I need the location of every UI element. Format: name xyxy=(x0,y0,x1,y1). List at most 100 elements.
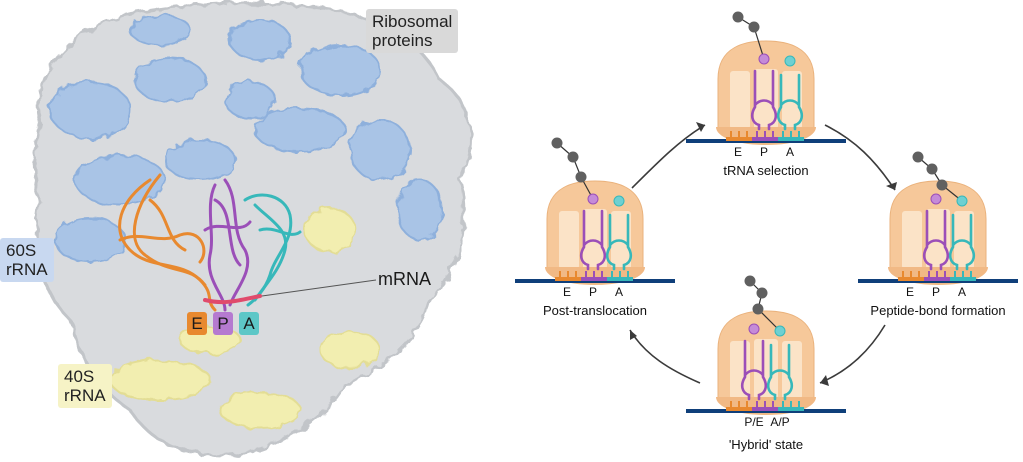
codon-1 xyxy=(581,277,607,281)
site-label: E xyxy=(555,285,579,299)
codon-1 xyxy=(752,137,778,141)
a-amino-acid xyxy=(785,56,795,66)
ribosome-state-4 xyxy=(515,138,675,286)
ribosomal-proteins-text: Ribosomal proteins xyxy=(372,12,452,50)
p-amino-acid xyxy=(931,194,941,204)
site-label: E xyxy=(898,285,922,299)
amino-acid xyxy=(927,164,938,175)
site-label: P xyxy=(924,285,948,299)
rrna-60s-text: 60S rRNA xyxy=(6,241,48,279)
amino-acid xyxy=(753,304,764,315)
codon-0 xyxy=(555,277,581,281)
ribosome-state-3 xyxy=(686,276,846,416)
e-slot xyxy=(559,211,579,269)
codon-tick xyxy=(738,131,740,137)
codon-2 xyxy=(778,407,804,411)
mrna-label: mRNA xyxy=(378,270,431,289)
a-site-tag: A xyxy=(239,312,259,335)
codon-tick xyxy=(944,271,946,277)
codon-tick xyxy=(746,401,748,407)
ribosomal-proteins-label: Ribosomal proteins xyxy=(366,9,458,53)
codon-tick xyxy=(559,271,561,277)
arrow-selection-to-peptide xyxy=(825,125,895,190)
amino-acid xyxy=(568,152,579,163)
site-label: A xyxy=(950,285,974,299)
p-amino-acid xyxy=(588,194,598,204)
amino-acid xyxy=(552,138,563,149)
codon-tick xyxy=(910,271,912,277)
codon-tick xyxy=(970,271,972,277)
amino-acid xyxy=(757,288,768,299)
codon-tick xyxy=(764,131,766,137)
arrow-peptide-to-hybrid xyxy=(820,325,885,383)
codon-tick xyxy=(798,401,800,407)
state-caption: Post-translocation xyxy=(505,303,685,318)
cycle-states xyxy=(515,12,1018,416)
p-site-tag: P xyxy=(213,312,233,335)
site-label: P/E xyxy=(742,415,766,429)
e-slot xyxy=(902,211,922,269)
codon-2 xyxy=(950,277,976,281)
site-label: A xyxy=(607,285,631,299)
codon-tick xyxy=(601,271,603,277)
codon-0 xyxy=(898,277,924,281)
rrna-40s-label: 40S rRNA xyxy=(58,364,112,408)
codon-tick xyxy=(798,131,800,137)
state-caption: tRNA selection xyxy=(676,163,856,178)
rrna-60s-label: 60S rRNA xyxy=(0,238,54,282)
a-amino-acid xyxy=(957,196,967,206)
site-label: A xyxy=(778,145,802,159)
codon-tick xyxy=(936,271,938,277)
codon-tick xyxy=(619,271,621,277)
codon-tick xyxy=(593,271,595,277)
e-slot xyxy=(730,341,750,399)
e-site-tag: E xyxy=(187,312,207,335)
amino-acid xyxy=(576,172,587,183)
codon-tick xyxy=(790,401,792,407)
amino-acid xyxy=(937,180,948,191)
codon-tick xyxy=(764,401,766,407)
codon-tick xyxy=(611,271,613,277)
codon-tick xyxy=(790,131,792,137)
site-label: A/P xyxy=(768,415,792,429)
codon-tick xyxy=(962,271,964,277)
p-amino-acid xyxy=(759,54,769,64)
state-caption: Peptide-bond formation xyxy=(848,303,1023,318)
amino-acid xyxy=(749,22,760,33)
codon-tick xyxy=(928,271,930,277)
codon-tick xyxy=(782,401,784,407)
codon-tick xyxy=(918,271,920,277)
codon-1 xyxy=(924,277,950,281)
amino-acid xyxy=(733,12,744,23)
codon-tick xyxy=(575,271,577,277)
codon-1 xyxy=(752,407,778,411)
codon-tick xyxy=(585,271,587,277)
codon-tick xyxy=(772,401,774,407)
arrow-post-to-selection xyxy=(632,125,705,188)
a-amino-acid xyxy=(614,196,624,206)
e-slot xyxy=(730,71,750,129)
site-label: E xyxy=(726,145,750,159)
codon-tick xyxy=(902,271,904,277)
site-label: P xyxy=(752,145,776,159)
codon-0 xyxy=(726,407,752,411)
codon-tick xyxy=(746,131,748,137)
codon-tick xyxy=(954,271,956,277)
codon-tick xyxy=(627,271,629,277)
codon-tick xyxy=(730,131,732,137)
site-label: P xyxy=(581,285,605,299)
codon-tick xyxy=(772,131,774,137)
codon-2 xyxy=(778,137,804,141)
codon-tick xyxy=(730,401,732,407)
arrow-hybrid-to-post xyxy=(630,330,700,383)
codon-tick xyxy=(782,131,784,137)
p-amino-acid xyxy=(749,324,759,334)
ribosome-state-1 xyxy=(686,12,846,146)
rrna-40s-text: 40S rRNA xyxy=(64,367,106,405)
amino-acid xyxy=(745,276,756,287)
codon-tick xyxy=(738,401,740,407)
a-amino-acid xyxy=(775,326,785,336)
codon-tick xyxy=(756,401,758,407)
